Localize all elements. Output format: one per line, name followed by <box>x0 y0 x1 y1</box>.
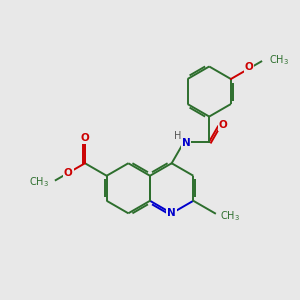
Text: O: O <box>64 169 73 178</box>
Text: CH$_3$: CH$_3$ <box>268 53 289 67</box>
Text: N: N <box>182 138 190 148</box>
Text: H: H <box>174 131 182 141</box>
Text: N: N <box>167 208 176 218</box>
Text: O: O <box>80 133 89 143</box>
Text: CH$_3$: CH$_3$ <box>220 209 240 223</box>
Text: O: O <box>244 62 253 72</box>
Text: CH$_3$: CH$_3$ <box>29 175 49 188</box>
Text: O: O <box>219 120 228 130</box>
